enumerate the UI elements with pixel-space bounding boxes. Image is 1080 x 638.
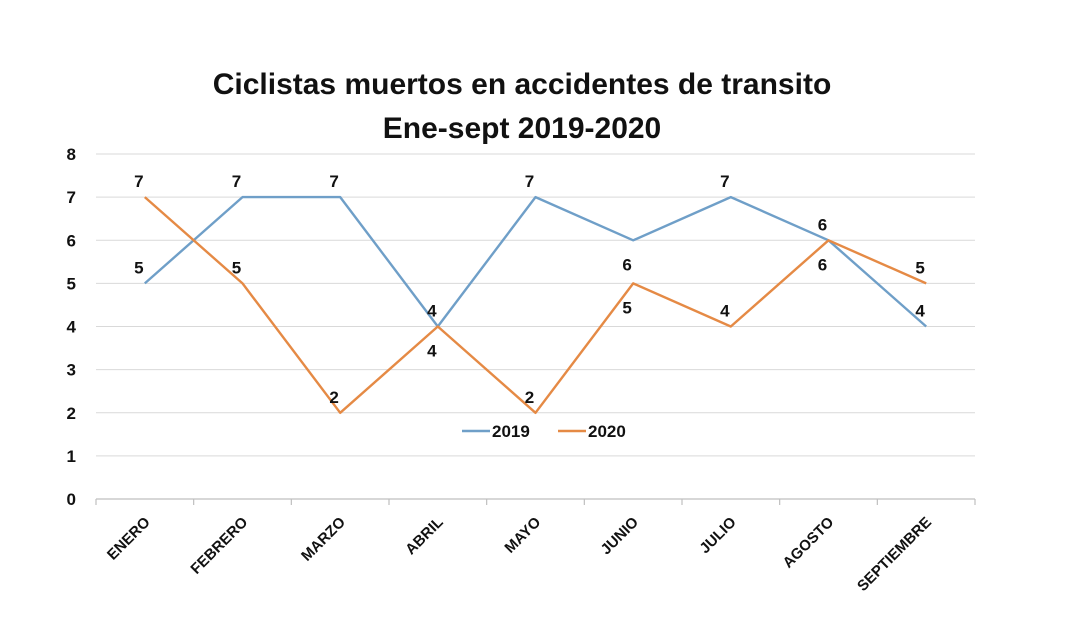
- y-tick-label: 8: [67, 145, 76, 164]
- legend: 2019 2020: [462, 422, 626, 441]
- series-lines: [144, 195, 927, 414]
- y-tick-label: 6: [67, 231, 76, 250]
- series-line-2019: [144, 195, 927, 328]
- data-label-2020: 6: [818, 215, 827, 234]
- data-label-2020: 4: [427, 302, 437, 321]
- gridlines: [96, 153, 975, 457]
- data-label-2019: 7: [525, 172, 534, 191]
- data-label-2020: 2: [329, 388, 338, 407]
- data-label-2019: 4: [427, 342, 437, 361]
- y-tick-label: 0: [67, 490, 76, 509]
- data-label-2020: 5: [915, 258, 924, 277]
- data-label-2020: 5: [622, 298, 631, 317]
- x-tick-label: AGOSTO: [780, 514, 838, 572]
- y-axis-ticks: 0 1 2 3 4 5 6 7 8: [67, 145, 77, 509]
- x-tick-label: ABRIL: [402, 514, 446, 558]
- x-axis: ENERO FEBRERO MARZO ABRIL MAYO JUNIO JULIO AGOS…: [95, 498, 976, 595]
- data-label-2020: 2: [525, 388, 534, 407]
- x-tick-label: ENERO: [104, 514, 154, 564]
- chart-title: Ciclistas muertos en accidentes de trans…: [213, 68, 832, 101]
- data-label-2020: 4: [720, 302, 730, 321]
- y-tick-label: 7: [67, 188, 76, 207]
- x-tick-label: FEBRERO: [187, 514, 251, 578]
- data-label-2020: 5: [232, 258, 241, 277]
- data-label-2019: 5: [134, 258, 143, 277]
- data-label-2019: 7: [720, 172, 729, 191]
- data-label-2020: 7: [134, 172, 143, 191]
- legend-label-2019: 2019: [492, 422, 530, 441]
- data-label-2019: 7: [232, 172, 241, 191]
- x-tick-label: JUNIO: [598, 514, 643, 559]
- x-tick-label: MARZO: [298, 514, 349, 565]
- y-tick-label: 2: [67, 404, 76, 423]
- x-tick-label: MAYO: [501, 514, 544, 557]
- data-label-2019: 6: [818, 255, 827, 274]
- y-tick-label: 4: [67, 318, 77, 337]
- x-tick-label: SEPTIEMBRE: [854, 514, 935, 595]
- data-label-2019: 4: [915, 302, 925, 321]
- y-tick-label: 1: [67, 447, 76, 466]
- y-tick-label: 5: [67, 274, 76, 293]
- data-labels: 5 7 7 4 7 6 7 6 4 7 5 2 4 2 5 4 6 5: [134, 172, 925, 407]
- legend-label-2020: 2020: [588, 422, 626, 441]
- series-line-2020: [144, 196, 927, 414]
- chart-subtitle: Ene-sept 2019-2020: [383, 112, 662, 145]
- data-label-2019: 7: [329, 172, 338, 191]
- x-tick-label: JULIO: [696, 514, 739, 557]
- y-tick-label: 3: [67, 361, 76, 380]
- data-label-2019: 6: [622, 255, 631, 274]
